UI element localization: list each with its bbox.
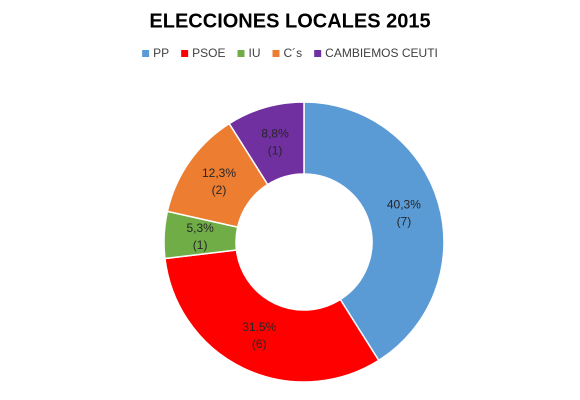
data-label: 12,3% [202,166,236,180]
data-label: 40,3% [387,197,421,211]
legend-label: PSOE [192,46,225,60]
data-label: 5,3% [186,221,214,235]
chart-title: ELECCIONES LOCALES 2015 [149,10,430,32]
legend: PP PSOE IU C´s CAMBIEMOS CEUTI [142,46,438,60]
legend-swatch [142,50,150,57]
data-label: 31,5% [242,320,276,334]
data-label: 8,8% [261,126,289,140]
legend-label: PP [153,46,169,60]
seat-label: (6) [252,337,267,351]
legend-swatch [237,50,245,57]
legend-swatch [181,50,189,57]
donut: 40,3% (7) 31,5% (6) 5,3% (1) 12,3% (2) 8,8% (1) [163,101,445,383]
legend-label: C´s [284,46,303,60]
legend-label: CAMBIEMOS CEUTI [325,46,438,60]
slice [303,101,445,362]
seat-label: (7) [397,214,412,228]
slice [228,101,305,186]
seat-label: (1) [193,238,208,252]
legend-swatch [314,50,322,57]
slice [164,249,380,383]
legend-swatch [272,50,280,57]
seat-label: (2) [212,183,227,197]
legend-label: IU [249,46,261,60]
seat-label: (1) [268,143,283,157]
